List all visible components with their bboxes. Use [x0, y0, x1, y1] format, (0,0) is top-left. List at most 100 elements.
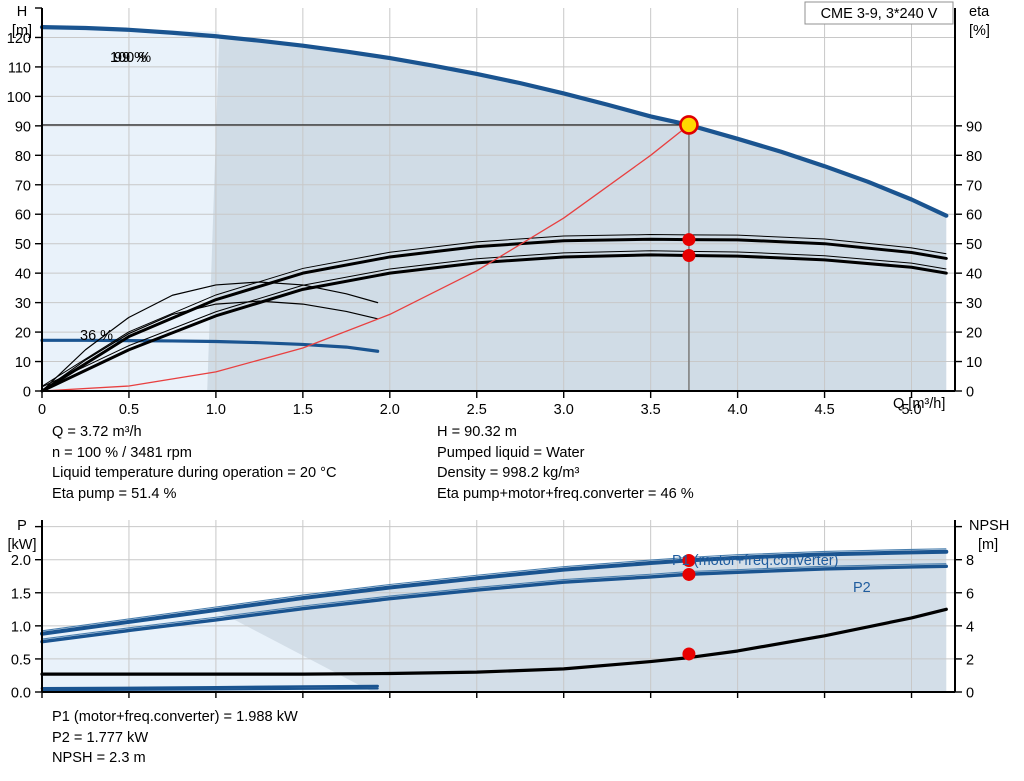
- p-axis-title: P: [17, 518, 27, 534]
- p1-curve-thin: [41, 548, 947, 632]
- y-tick-right-30: 30: [966, 296, 982, 312]
- duty-point-marker[interactable]: [679, 115, 699, 135]
- x-tick-4.5: 4.5: [814, 402, 834, 415]
- info-p2: P2 = 1.777 kW: [52, 729, 149, 746]
- x-tick-0: 0: [38, 402, 46, 415]
- p2-legend-label: P2: [853, 580, 871, 596]
- p2-min-speed-curve: [40, 687, 379, 692]
- y-tick-left-90: 90: [15, 119, 31, 135]
- y-axis-right-unit: [%]: [969, 23, 990, 39]
- npsh-duty-marker: [682, 647, 696, 661]
- y-tick-left-40: 40: [15, 267, 31, 283]
- p1-legend-label: P1 (motor+freq.converter): [672, 553, 838, 569]
- npsh-tick-4: 4: [966, 619, 974, 635]
- y-tick-right-0: 0: [966, 385, 974, 401]
- p-tick-2: 1.0: [11, 619, 31, 635]
- p-tick-1: 0.5: [11, 652, 31, 668]
- y-tick-right-20: 20: [966, 326, 982, 342]
- speed-label-36: 36 %: [80, 328, 113, 344]
- info-npsh: NPSH = 2.3 m: [52, 750, 146, 766]
- head-curve-min-speed: [40, 338, 380, 353]
- eta-total-curve-thin: [41, 250, 947, 388]
- npsh-curve: [40, 607, 948, 676]
- y-axis-right-title: eta: [969, 4, 990, 20]
- npsh-axis-unit: [m]: [978, 537, 998, 553]
- y-tick-left-30: 30: [15, 296, 31, 312]
- eta-pump-marker: [682, 233, 696, 247]
- p1-min-speed-curve: [40, 684, 379, 690]
- y-tick-right-80: 80: [966, 149, 982, 165]
- title-box-frame: [804, 1, 954, 25]
- npsh-tick-0: 0: [966, 686, 974, 702]
- title-box: CME 3-9, 3*240 V: [804, 1, 954, 25]
- head-efficiency-chart: 0 10 20 30 40 50 60 70 80 90 100 110 120 0 10 20 30 40 50 6…: [7, 1, 990, 415]
- curves: [39, 25, 949, 393]
- x-tick-1.5: 1.5: [293, 402, 313, 415]
- y-tick-left-50: 50: [15, 237, 31, 253]
- info-eta-total: Eta pump+motor+freq.converter = 46 %: [437, 485, 694, 502]
- y-tick-left-70: 70: [15, 178, 31, 194]
- info-p1: P1 (motor+freq.converter) = 1.988 kW: [52, 709, 298, 725]
- info-block-top-left: Q = 3.72 m³/h n = 100 % / 3481 rpm Liqui…: [52, 422, 337, 504]
- y-tick-right-60: 60: [966, 208, 982, 224]
- axes: 0 10 20 30 40 50 60 70 80 90 100 110 120 0 10 20 30 40 50 6…: [7, 7, 982, 415]
- x-tick-2.5: 2.5: [467, 402, 487, 415]
- y-tick-left-60: 60: [15, 208, 31, 224]
- x-axis-title: Q [m³/h]: [893, 396, 945, 412]
- y-tick-right-10: 10: [966, 355, 982, 371]
- x-tick-1: 1.0: [206, 402, 226, 415]
- info-h: H = 90.32 m: [437, 424, 517, 440]
- info-block-bottom: P1 (motor+freq.converter) = 1.988 kW P2 …: [52, 707, 298, 769]
- p1-duty-marker: [682, 553, 696, 567]
- y-tick-right-50: 50: [966, 237, 982, 253]
- title-box-label: CME 3-9, 3*240 V: [821, 6, 938, 22]
- curves: [40, 548, 949, 692]
- power-npsh-chart: 0.0 0.5 1.0 1.5 2.0 0 2 4 6 8 P [kW] NPSH [m] P1 (moto…: [8, 518, 1010, 702]
- p2-curve-thin: [41, 563, 947, 640]
- gridlines: [42, 520, 955, 692]
- p-tick-4: 2.0: [11, 553, 31, 569]
- npsh-tick-2: 2: [966, 652, 974, 668]
- p1-curve: [40, 549, 949, 636]
- eta-total-marker: [682, 248, 696, 262]
- envelope-left-wedge: [42, 27, 220, 392]
- x-tick-3.5: 3.5: [641, 402, 661, 415]
- npsh-axis-title: NPSH: [969, 518, 1009, 534]
- p-axis-unit: [kW]: [8, 537, 37, 553]
- info-n: n = 100 % / 3481 rpm: [52, 444, 192, 461]
- y-tick-left-0: 0: [23, 385, 31, 401]
- speed-label-99: 99 %: [114, 50, 147, 66]
- info-density: Density = 998.2 kg/m³: [437, 465, 580, 481]
- y-tick-left-80: 80: [15, 149, 31, 165]
- duty-point-group: [42, 115, 699, 391]
- y-tick-left-20: 20: [15, 326, 31, 342]
- x-tick-2: 2.0: [380, 402, 400, 415]
- y-tick-left-110: 110: [8, 60, 31, 76]
- info-block-top-right: H = 90.32 m Pumped liquid = Water Densit…: [437, 422, 694, 504]
- y-axis-left-unit: [m]: [12, 23, 32, 39]
- y-tick-right-90: 90: [966, 119, 982, 135]
- y-tick-right-70: 70: [966, 178, 982, 194]
- info-pumped-liquid: Pumped liquid = Water: [437, 444, 585, 461]
- info-eta-pump: Eta pump = 51.4 %: [52, 485, 177, 502]
- y-tick-left-120: 120: [7, 31, 31, 47]
- npsh-tick-8: 8: [966, 553, 974, 569]
- eta-total-min-speed: [41, 300, 379, 392]
- axes: 0.0 0.5 1.0 1.5 2.0 0 2 4 6 8: [11, 520, 974, 702]
- eta-curve-min-speed: [41, 281, 379, 392]
- duty-point-group: [682, 553, 696, 661]
- head-curve-100-percent: [39, 25, 949, 218]
- eta-pump-curve-thin: [41, 234, 947, 387]
- y-tick-left-10: 10: [15, 355, 31, 371]
- x-tick-5: 5.0: [901, 402, 921, 415]
- speed-label-100: 100 %: [110, 50, 151, 66]
- x-tick-3: 3.0: [554, 402, 574, 415]
- p-tick-3: 1.5: [11, 586, 31, 602]
- y-tick-left-100: 100: [7, 90, 31, 106]
- envelope-main: [207, 551, 947, 692]
- p-tick-0: 0.0: [11, 686, 31, 702]
- x-tick-4: 4.0: [728, 402, 748, 415]
- control-curve: [41, 124, 690, 392]
- info-liquid-temperature: Liquid temperature during operation = 20…: [52, 465, 337, 481]
